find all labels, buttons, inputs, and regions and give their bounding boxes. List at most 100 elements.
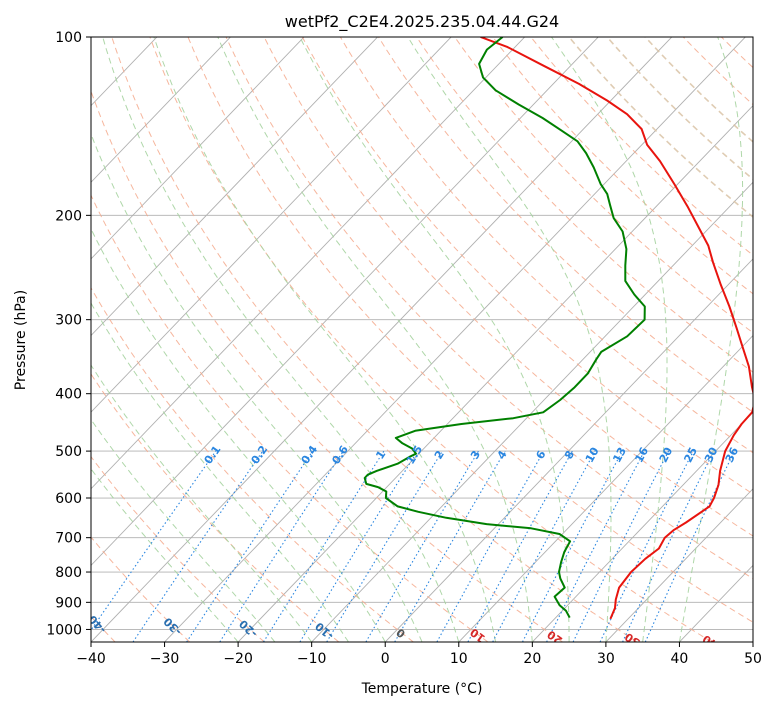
plot-frame bbox=[90, 36, 754, 643]
isotherm-line bbox=[311, 181, 753, 642]
dry-adiabat-line bbox=[301, 37, 753, 495]
isotherm-line bbox=[91, 37, 526, 490]
isotherm-line bbox=[752, 641, 753, 642]
dewpoint-line bbox=[363, 37, 646, 619]
isotherm-line bbox=[237, 105, 753, 642]
mixing-ratio-line bbox=[219, 450, 344, 642]
profile-lines bbox=[363, 37, 753, 620]
y-tick-label: 400 bbox=[55, 387, 82, 403]
dry-adiabat-label: 40 bbox=[700, 632, 720, 651]
temperature-line bbox=[480, 37, 753, 620]
mixing-ratio-label: 0.6 bbox=[329, 443, 351, 467]
dry-adiabat-line bbox=[746, 24, 775, 642]
dry-adiabat-line bbox=[263, 37, 753, 537]
x-tick-label: −20 bbox=[223, 651, 253, 667]
y-tick-label: 1000 bbox=[46, 622, 82, 638]
y-tick-label: 300 bbox=[55, 313, 82, 329]
y-tick-label: 700 bbox=[55, 531, 82, 547]
y-tick-label: 200 bbox=[55, 208, 82, 224]
dry-adiabat-label: -10 bbox=[313, 619, 337, 642]
dry-adiabat-line bbox=[91, 455, 265, 642]
mixing-ratio-label: 16 bbox=[632, 445, 651, 465]
mixing-ratio-line bbox=[644, 450, 735, 642]
moist-adiabat-line bbox=[91, 227, 386, 642]
background-lines bbox=[91, 24, 775, 642]
dry-adiabat-line bbox=[682, 37, 753, 106]
mixing-ratio-label: 3 bbox=[468, 448, 483, 461]
mixing-ratio-line bbox=[132, 450, 264, 642]
x-tick-label: 10 bbox=[450, 651, 468, 667]
moist-adiabat-line bbox=[91, 468, 239, 642]
dry-adiabat-line bbox=[187, 37, 753, 623]
dry-adiabat-line bbox=[91, 89, 563, 642]
dry-adiabat-line bbox=[416, 37, 753, 373]
x-tick-label: −30 bbox=[150, 651, 180, 667]
isotherm-line bbox=[91, 37, 305, 260]
isotherm-line bbox=[91, 37, 232, 183]
moist-adiabat-line bbox=[91, 418, 276, 642]
mixing-ratio-line bbox=[436, 450, 545, 642]
isotherm-line bbox=[458, 334, 753, 642]
dry-adiabat-line bbox=[225, 37, 753, 580]
dry-adiabat-line bbox=[339, 37, 753, 454]
isotherm-line bbox=[91, 37, 379, 337]
isotherm-line bbox=[91, 37, 599, 567]
dry-adiabat-label: 20 bbox=[545, 627, 565, 647]
mixing-ratio-line bbox=[546, 450, 645, 642]
mixing-ratio-line bbox=[572, 450, 670, 642]
mixing-ratio-label: 1 bbox=[373, 448, 388, 461]
mixing-ratio-line bbox=[492, 450, 596, 642]
x-tick-label: −40 bbox=[76, 651, 106, 667]
x-tick-label: 30 bbox=[597, 651, 615, 667]
y-tick-label: 900 bbox=[55, 595, 82, 611]
mixing-ratio-line bbox=[467, 450, 573, 642]
isotherm-line bbox=[163, 37, 746, 642]
dry-adiabat-label: 0 bbox=[394, 625, 408, 640]
isotherm-line bbox=[531, 411, 753, 642]
dry-adiabat-label: -50 bbox=[11, 610, 34, 634]
dry-adiabat-line bbox=[606, 37, 753, 181]
dry-adiabat-line bbox=[91, 373, 340, 642]
dry-adiabat-line bbox=[720, 37, 753, 69]
mixing-ratio-label: 2 bbox=[432, 448, 447, 461]
mixing-ratio-label: 0.4 bbox=[299, 443, 321, 467]
dry-adiabat-line bbox=[111, 37, 638, 642]
moist-adiabat-line bbox=[102, 37, 460, 642]
mixing-ratio-label: 20 bbox=[657, 445, 676, 465]
dry-adiabat-line bbox=[91, 194, 489, 642]
moist-adiabat-line bbox=[153, 37, 497, 642]
dry-adiabat-line bbox=[377, 37, 753, 413]
dry-adiabat-line bbox=[149, 37, 713, 642]
mixing-ratio-line bbox=[263, 450, 385, 642]
mixing-ratio-line bbox=[326, 450, 443, 642]
mixing-ratio-label: 6 bbox=[534, 448, 549, 461]
y-tick-label: 100 bbox=[55, 30, 82, 46]
x-tick-label: 0 bbox=[381, 651, 390, 667]
moist-adiabat-line bbox=[407, 37, 612, 642]
chart-title: wetPf2_C2E4.2025.235.04.44.G24 bbox=[285, 12, 559, 32]
moist-adiabat-line bbox=[91, 364, 313, 642]
y-axis: 100 200 300 400 500 600 700 800 900 1000 bbox=[46, 30, 91, 638]
plot-area: -100-90-80-70-60-50-40-30-20-10010203040… bbox=[11, 24, 775, 651]
moist-adiabat-line bbox=[678, 37, 744, 642]
x-tick-label: 50 bbox=[744, 651, 762, 667]
y-tick-label: 800 bbox=[55, 565, 82, 581]
y-tick-label: 500 bbox=[55, 444, 82, 460]
dry-adiabat-line bbox=[91, 536, 191, 642]
mixing-ratio-line bbox=[299, 450, 419, 642]
x-axis-title: Temperature (°C) bbox=[361, 681, 483, 697]
mixing-ratio-line bbox=[622, 450, 715, 642]
isotherm-line bbox=[91, 37, 673, 642]
mixing-ratio-label: 25 bbox=[681, 445, 700, 465]
moist-adiabat-line bbox=[299, 37, 570, 642]
moist-adiabat-line bbox=[551, 37, 668, 642]
moist-adiabat-line bbox=[91, 132, 423, 642]
mixing-ratio-label: 4 bbox=[495, 448, 510, 462]
moist-adiabat-line bbox=[217, 37, 533, 642]
isotherm-line bbox=[384, 258, 753, 642]
x-axis: −40 −30 −20 −10 0 10 20 30 40 50 bbox=[76, 642, 762, 667]
dry-adiabat-label: 30 bbox=[622, 630, 642, 649]
dry-adiabat-line bbox=[644, 37, 753, 143]
x-tick-label: 20 bbox=[523, 651, 541, 667]
